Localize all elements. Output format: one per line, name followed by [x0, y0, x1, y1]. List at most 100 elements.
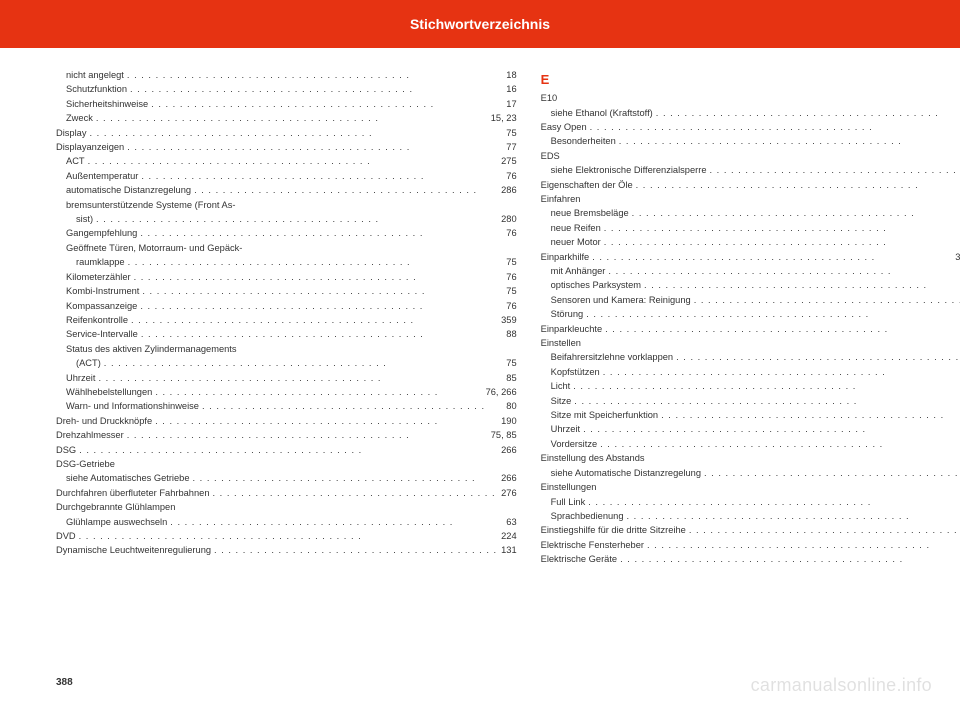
index-entry: nicht angelegt. . . . . . . . . . . . . …	[56, 68, 517, 82]
leader-dots: . . . . . . . . . . . . . . . . . . . . …	[661, 408, 960, 422]
entry-label: optisches Parksystem	[551, 278, 644, 292]
entry-page: 76	[502, 270, 516, 284]
entry-label: Einstellung des Abstands	[541, 451, 648, 465]
entry-label: Easy Open	[541, 120, 590, 134]
entry-label: ACT	[66, 154, 88, 168]
page-header: Stichwortverzeichnis	[0, 0, 960, 48]
leader-dots: . . . . . . . . . . . . . . . . . . . . …	[193, 471, 498, 485]
index-entry: siehe Elektronische Differenzialsperre. …	[541, 163, 960, 177]
entry-label: Dreh- und Druckknöpfe	[56, 414, 155, 428]
entry-label: Kompassanzeige	[66, 299, 140, 313]
entry-page: 85	[502, 371, 516, 385]
leader-dots: . . . . . . . . . . . . . . . . . . . . …	[127, 428, 487, 442]
index-entry: automatische Distanzregelung. . . . . . …	[56, 183, 517, 197]
index-entry: Beifahrersitzlehne vorklappen. . . . . .…	[541, 350, 960, 364]
entry-page: 16	[502, 82, 516, 96]
entry-label: Vordersitze	[551, 437, 601, 451]
index-column-1: nicht angelegt. . . . . . . . . . . . . …	[56, 68, 517, 634]
entry-label: Eigenschaften der Öle	[541, 178, 636, 192]
leader-dots: . . . . . . . . . . . . . . . . . . . . …	[128, 255, 503, 269]
entry-label: bremsunterstützende Systeme (Front As-	[66, 198, 238, 212]
index-entry: Einparkhilfe. . . . . . . . . . . . . . …	[541, 250, 960, 264]
entry-page: 80	[502, 399, 516, 413]
header-title: Stichwortverzeichnis	[410, 16, 550, 32]
entry-label: (ACT)	[76, 356, 104, 370]
entry-page: 18	[502, 68, 516, 82]
section-letter: E	[541, 70, 960, 90]
entry-label: Einstellungen	[541, 480, 600, 494]
index-entry: Reifenkontrolle. . . . . . . . . . . . .…	[56, 313, 517, 327]
leader-dots: . . . . . . . . . . . . . . . . . . . . …	[131, 313, 497, 327]
page: Stichwortverzeichnis nicht angelegt. . .…	[0, 0, 960, 708]
entry-label: Uhrzeit	[66, 371, 98, 385]
entry-label: Schutzfunktion	[66, 82, 130, 96]
leader-dots: . . . . . . . . . . . . . . . . . . . . …	[141, 169, 502, 183]
index-entry: Durchfahren überfluteter Fahrbahnen. . .…	[56, 486, 517, 500]
entry-page: 266	[497, 443, 517, 457]
leader-dots: . . . . . . . . . . . . . . . . . . . . …	[96, 212, 497, 226]
index-entry: Displayanzeigen. . . . . . . . . . . . .…	[56, 140, 517, 154]
index-entry: Warn- und Informationshinweise. . . . . …	[56, 399, 517, 413]
entry-label: mit Anhänger	[551, 264, 609, 278]
leader-dots: . . . . . . . . . . . . . . . . . . . . …	[604, 235, 960, 249]
leader-dots: . . . . . . . . . . . . . . . . . . . . …	[141, 327, 502, 341]
entry-label: Zweck	[66, 111, 96, 125]
entry-label: Drehzahlmesser	[56, 428, 127, 442]
leader-dots: . . . . . . . . . . . . . . . . . . . . …	[79, 443, 497, 457]
index-entry: Sensoren und Kamera: Reinigung. . . . . …	[541, 293, 960, 307]
index-entry: Display. . . . . . . . . . . . . . . . .…	[56, 126, 517, 140]
entry-label: siehe Automatische Distanzregelung	[551, 466, 704, 480]
index-entry: Vordersitze. . . . . . . . . . . . . . .…	[541, 437, 960, 451]
entry-page: 75	[502, 356, 516, 370]
entry-page: 75	[502, 255, 516, 269]
index-entry: Einparkleuchte. . . . . . . . . . . . . …	[541, 322, 960, 336]
leader-dots: . . . . . . . . . . . . . . . . . . . . …	[98, 371, 502, 385]
entry-label: Durchgebrannte Glühlampen	[56, 500, 178, 514]
entry-label: Kopfstützen	[551, 365, 603, 379]
index-content: nicht angelegt. . . . . . . . . . . . . …	[0, 48, 960, 658]
index-entry: sist). . . . . . . . . . . . . . . . . .…	[56, 212, 517, 226]
leader-dots: . . . . . . . . . . . . . . . . . . . . …	[704, 466, 960, 480]
leader-dots: . . . . . . . . . . . . . . . . . . . . …	[89, 126, 502, 140]
entry-label: Sitze	[551, 394, 575, 408]
entry-label: Displayanzeigen	[56, 140, 127, 154]
leader-dots: . . . . . . . . . . . . . . . . . . . . …	[647, 538, 960, 552]
index-entry: Sitze mit Speicherfunktion. . . . . . . …	[541, 408, 960, 422]
entry-label: neue Bremsbeläge	[551, 206, 632, 220]
entry-page: 275	[497, 154, 517, 168]
index-entry: Kilometerzähler. . . . . . . . . . . . .…	[56, 270, 517, 284]
entry-page: 280	[497, 212, 517, 226]
entry-label: Einparkleuchte	[541, 322, 606, 336]
index-entry: Kopfstützen. . . . . . . . . . . . . . .…	[541, 365, 960, 379]
index-entry: ACT. . . . . . . . . . . . . . . . . . .…	[56, 154, 517, 168]
entry-label: Warn- und Informationshinweise	[66, 399, 202, 413]
leader-dots: . . . . . . . . . . . . . . . . . . . . …	[96, 111, 487, 125]
index-entry: siehe Automatische Distanzregelung. . . …	[541, 466, 960, 480]
leader-dots: . . . . . . . . . . . . . . . . . . . . …	[79, 529, 497, 543]
leader-dots: . . . . . . . . . . . . . . . . . . . . …	[214, 543, 497, 557]
entry-page: 266	[497, 471, 517, 485]
index-entry: siehe Ethanol (Kraftstoff). . . . . . . …	[541, 106, 960, 120]
leader-dots: . . . . . . . . . . . . . . . . . . . . …	[155, 414, 497, 428]
entry-prefix: siehe	[551, 108, 576, 118]
index-entry: Geöffnete Türen, Motorraum- und Gepäck-	[56, 241, 517, 255]
leader-dots: . . . . . . . . . . . . . . . . . . . . …	[573, 379, 960, 393]
leader-dots: . . . . . . . . . . . . . . . . . . . . …	[170, 515, 502, 529]
index-entry: siehe Automatisches Getriebe. . . . . . …	[56, 471, 517, 485]
entry-page: 224	[497, 529, 517, 543]
leader-dots: . . . . . . . . . . . . . . . . . . . . …	[142, 284, 502, 298]
leader-dots: . . . . . . . . . . . . . . . . . . . . …	[604, 221, 960, 235]
leader-dots: . . . . . . . . . . . . . . . . . . . . …	[586, 307, 960, 321]
leader-dots: . . . . . . . . . . . . . . . . . . . . …	[194, 183, 497, 197]
leader-dots: . . . . . . . . . . . . . . . . . . . . …	[710, 163, 960, 177]
leader-dots: . . . . . . . . . . . . . . . . . . . . …	[689, 523, 960, 537]
index-entry: bremsunterstützende Systeme (Front As-	[56, 198, 517, 212]
entry-label: Glühlampe auswechseln	[66, 515, 170, 529]
index-entry: DSG. . . . . . . . . . . . . . . . . . .…	[56, 443, 517, 457]
index-entry: Uhrzeit. . . . . . . . . . . . . . . . .…	[56, 371, 517, 385]
leader-dots: . . . . . . . . . . . . . . . . . . . . …	[88, 154, 498, 168]
index-entry: Kompassanzeige. . . . . . . . . . . . . …	[56, 299, 517, 313]
index-entry: Gangempfehlung. . . . . . . . . . . . . …	[56, 226, 517, 240]
index-entry: Sicherheitshinweise. . . . . . . . . . .…	[56, 97, 517, 111]
leader-dots: . . . . . . . . . . . . . . . . . . . . …	[130, 82, 502, 96]
